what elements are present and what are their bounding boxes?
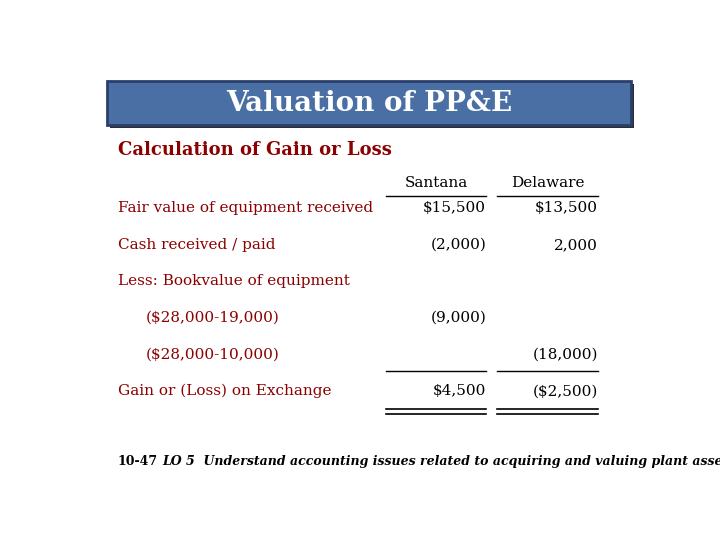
FancyBboxPatch shape — [109, 84, 634, 128]
Text: (18,000): (18,000) — [532, 348, 598, 362]
Text: $4,500: $4,500 — [433, 384, 486, 398]
Text: Cash received / paid: Cash received / paid — [118, 238, 275, 252]
Text: ($28,000-19,000): ($28,000-19,000) — [145, 311, 279, 325]
Text: $15,500: $15,500 — [423, 201, 486, 215]
Text: ($2,500): ($2,500) — [532, 384, 598, 398]
Text: Delaware: Delaware — [510, 176, 585, 190]
Text: $13,500: $13,500 — [535, 201, 598, 215]
Text: LO 5  Understand accounting issues related to acquiring and valuing plant assets: LO 5 Understand accounting issues relate… — [163, 455, 720, 468]
Text: Valuation of PP&E: Valuation of PP&E — [226, 90, 512, 117]
Text: ($28,000-10,000): ($28,000-10,000) — [145, 348, 279, 362]
Text: Fair value of equipment received: Fair value of equipment received — [118, 201, 373, 215]
Text: 10-47: 10-47 — [118, 455, 158, 468]
Text: 2,000: 2,000 — [554, 238, 598, 252]
Text: (2,000): (2,000) — [431, 238, 486, 252]
Text: Calculation of Gain or Loss: Calculation of Gain or Loss — [118, 141, 392, 159]
Text: Santana: Santana — [405, 176, 467, 190]
Text: (9,000): (9,000) — [431, 311, 486, 325]
FancyBboxPatch shape — [107, 82, 631, 125]
Text: Gain or (Loss) on Exchange: Gain or (Loss) on Exchange — [118, 384, 331, 399]
Text: Less: Bookvalue of equipment: Less: Bookvalue of equipment — [118, 274, 350, 288]
